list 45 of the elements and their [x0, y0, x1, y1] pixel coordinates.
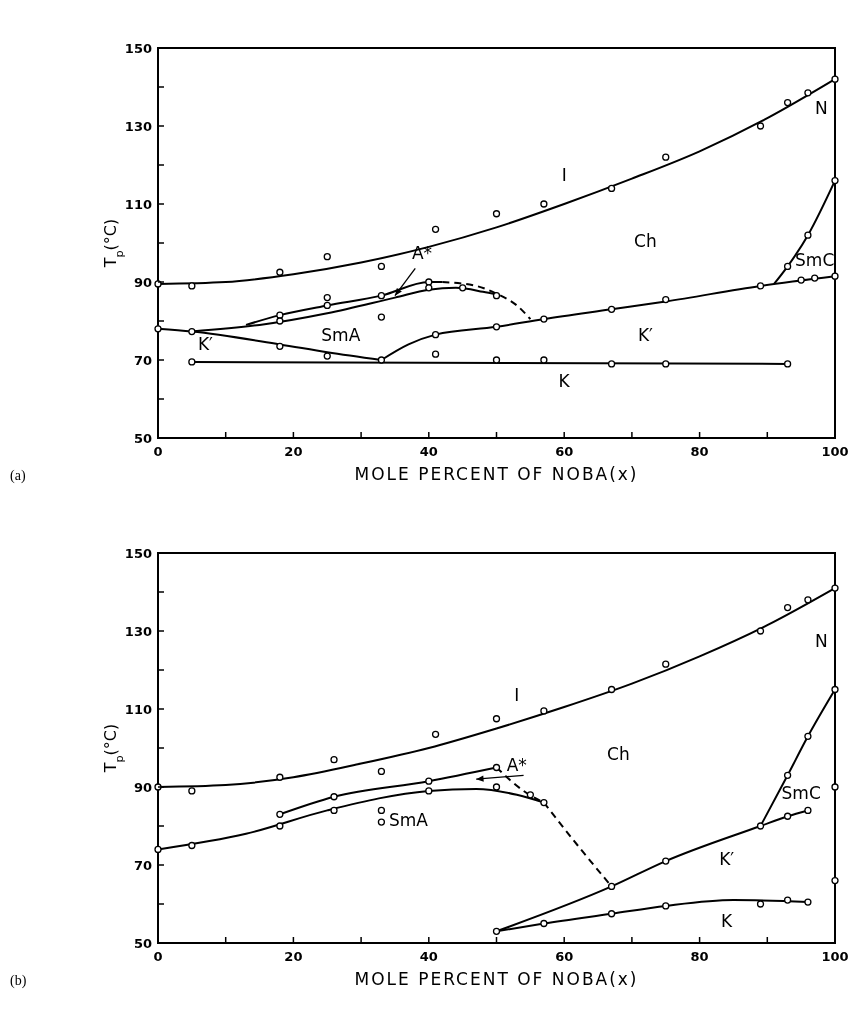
annotation: SmA	[389, 810, 429, 830]
x-tick-label: 0	[153, 444, 163, 459]
x-tick-label: 100	[821, 949, 849, 964]
annotation: K	[558, 371, 571, 392]
y-tick-label: 70	[133, 858, 152, 873]
annotation: K′	[197, 334, 214, 355]
annotation: N	[815, 630, 828, 651]
x-tick-label: 0	[153, 949, 163, 964]
x-axis-title: MOLE PERCENT OF NOBA(x)	[354, 969, 639, 989]
y-tick-label: 150	[124, 41, 152, 56]
y-tick-label: 150	[124, 546, 152, 561]
annotation: I	[561, 164, 567, 185]
annotation: I	[514, 685, 520, 706]
annotation: N	[815, 98, 828, 119]
y-tick-label: 50	[133, 431, 152, 446]
y-tick-label: 70	[133, 353, 152, 368]
annotation: SmC	[781, 782, 821, 803]
x-tick-label: 40	[419, 949, 438, 964]
annotation: K	[721, 911, 734, 932]
annotation: SmC	[795, 250, 835, 271]
annotation: A*	[411, 242, 433, 263]
annotation: K′	[719, 849, 735, 869]
x-axis-title: MOLE PERCENT OF NOBA(x)	[354, 464, 639, 484]
annotation: Ch	[607, 743, 630, 764]
text: (a)	[10, 468, 26, 484]
annotation: K′	[637, 324, 654, 345]
x-tick-label: 60	[555, 949, 574, 964]
y-tick-label: 110	[124, 702, 152, 717]
annotation: SmA	[321, 324, 361, 345]
x-tick-label: 20	[284, 444, 303, 459]
text: (b)	[10, 973, 27, 989]
y-tick-label: 130	[124, 119, 152, 134]
annotation: Ch	[634, 230, 657, 251]
y-tick-label: 110	[124, 197, 152, 212]
x-tick-label: 80	[690, 444, 709, 459]
y-tick-label: 90	[133, 780, 152, 795]
x-tick-label: 100	[821, 444, 849, 459]
x-tick-label: 20	[284, 949, 303, 964]
y-tick-label: 130	[124, 624, 152, 639]
x-tick-label: 60	[555, 444, 574, 459]
x-tick-label: 80	[690, 949, 709, 964]
x-tick-label: 40	[419, 444, 438, 459]
annotation: A*	[506, 755, 527, 776]
y-tick-label: 50	[133, 936, 152, 951]
y-tick-label: 90	[133, 275, 152, 290]
